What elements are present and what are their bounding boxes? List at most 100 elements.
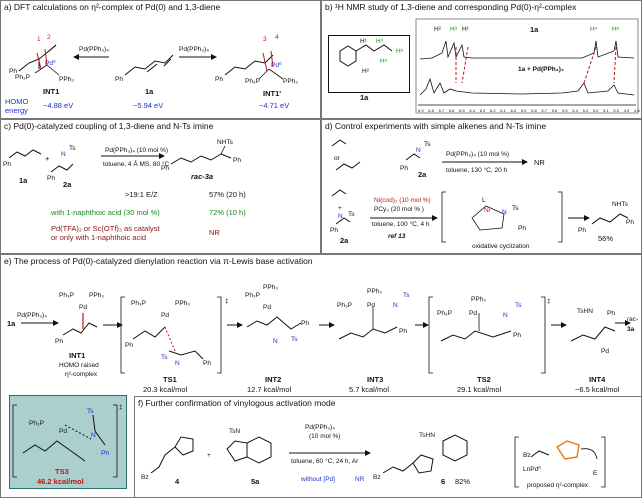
d-n2: N [338,213,343,220]
e-ts3-energy: 46.2 kcal/mol [37,477,84,486]
int1p-pph3: PPh₃ [283,78,298,85]
box-h2: H² [362,68,369,75]
panel-f-title: f) Further confirmation of vinylogous ac… [138,398,336,408]
e-ts1-energy: 20.3 kcal/mol [143,385,188,394]
panel-d-control: d) Control experiments with simple alken… [321,119,642,254]
d-cond2: toluene, 130 °C, 20 h [446,167,508,174]
panel-c-coupling: c) Pd(0)-catalyzed coupling of 1,3-diene… [0,119,321,254]
c-nr: NR [209,228,220,237]
nmr-tick-label: 6.6 [448,108,455,113]
panel-b-graphics [339,18,639,114]
nmr-tick-label: 4.8 [634,108,640,113]
box-h5: H⁵ [396,48,404,55]
nmr-tick-label: 6.7 [438,108,445,113]
f-proposed: proposed η²-complex [527,482,589,489]
e-int3-pd: Pd [367,302,375,309]
e-int1-desc2: η²-complex [65,371,98,378]
peak-h1: H¹ [462,26,469,33]
f-bz1: Bz [141,474,149,481]
nmr-tick-label: 5.4 [572,108,578,113]
reagent-right: Pd(PPh₃)₄ [179,46,209,53]
int1p-ph: Ph [215,76,223,83]
nmr-tick-label: 5.7 [541,108,547,113]
nmr-tick-label: 6.9 [418,108,424,113]
panel-b-nmr: b) ¹H NMR study of 1,3-diene and corresp… [321,0,642,119]
f-bz3: Bz [523,452,531,459]
e-int1-ph: Ph [55,338,63,345]
int1p-ph3p: Ph₃P [245,78,260,85]
int1-energy: −4.88 eV [43,101,74,110]
panel-a-structures [18,44,284,80]
e-ts1-ts: Ts [161,354,168,361]
d-n1: N [416,147,421,154]
f-nr: NR [355,476,365,483]
e-int3-n: N [393,302,398,309]
c-plus: + [45,154,50,163]
f-reagent5a: 5a [251,477,260,486]
d-ts1: Ts [424,141,431,148]
e-ts1-label: TS1 [163,375,177,384]
e-ts3-ph: Ph [101,450,109,457]
e-int4-pd: Pd [601,348,609,355]
d-ni-cond2: PCy₃ (20 mol % ) [374,206,424,213]
e-ts1-ph: Ph [125,342,133,349]
c-control1: Pd(TFA)₂ or Sc(OTf)₃ as catalyst [51,224,160,233]
e-ts3-ts: Ts [87,408,94,415]
e-int1-desc1: HOMO raised [59,362,99,369]
diene-energy: −5.94 eV [133,101,164,110]
e-ts1-pph3: PPh₃ [175,300,190,307]
int1p-pd: Pd⁰ [271,62,282,69]
c-product: rac-3a [191,172,214,181]
d-2a: 2a [418,170,427,179]
box-h4: H⁴ [380,58,388,65]
nmr-tick-label: 5.3 [582,108,589,113]
d-yield: 56% [598,234,614,243]
nmr-tick-label: 5.6 [551,108,558,113]
d-ni-cond3: toluene, 100 °C, 4 h [372,221,430,228]
e-start: 1a [7,319,16,328]
c-cond2: toluene, 4 Å MS, 80 °C [103,161,170,168]
panel-d-title: d) Control experiments with simple alken… [325,121,547,131]
nmr-tick-label: 5.2 [592,108,599,113]
diene-ph: Ph [115,76,123,83]
c-cond1: Pd(PPh₃)₄ (10 mol %) [105,147,169,154]
panel-a-dft: a) DFT calculations on η²-complex of Pd(… [0,0,321,119]
d-ts2: Ts [348,211,355,218]
e-int2-n: N [273,338,278,345]
nmr-tick-label: 6.4 [469,108,475,113]
d-ref: ref 13 [388,233,406,240]
e-int3-ph: Ph [399,328,407,335]
e-ts3-dagger: ‡ [119,404,123,411]
c-yield2: 72% (10 h) [209,208,246,217]
e-int1-pd: Pd [79,304,87,311]
int1-num1: 1 [37,36,41,43]
int1p-num3: 3 [263,36,267,43]
e-int2-ph: Ph [301,320,309,327]
c-control2: or only with 1-naphthoic acid [51,233,147,242]
int1-label: INT1 [43,87,60,96]
c-ph4: Ph [233,157,241,164]
e-ts1-ph3p: Ph₃P [131,300,146,307]
e-ts2-ts: Ts [515,302,522,309]
e-int3-ph3p: Ph₃P [337,302,352,309]
d-ph1: Ph [400,165,408,172]
e-ts1-ph2: Ph [203,360,211,367]
f-cond2: (10 mol %) [309,433,341,440]
e-int3-label: INT3 [367,375,384,384]
int1p-num4: 4 [275,34,279,41]
diene-label: 1a [145,87,154,96]
f-product: 6 [441,477,446,486]
c-ph1: Ph [3,161,11,168]
e-int3-ts: Ts [403,292,410,299]
d-l: L [482,197,486,204]
panel-c-structures [8,145,232,173]
e-ts3-label: TS3 [55,467,69,476]
panel-b-title: b) ¹H NMR study of 1,3-diene and corresp… [325,2,577,12]
e-int4-label: INT4 [589,375,606,384]
box-h3: H³ [376,38,383,45]
panel-e-structures [21,296,631,374]
e-ts2-pph3: PPh₃ [471,296,486,303]
c-ts: Ts [69,145,76,152]
e-ts3-n: N [91,432,96,439]
e-ts2-ph: Ph [513,332,521,339]
